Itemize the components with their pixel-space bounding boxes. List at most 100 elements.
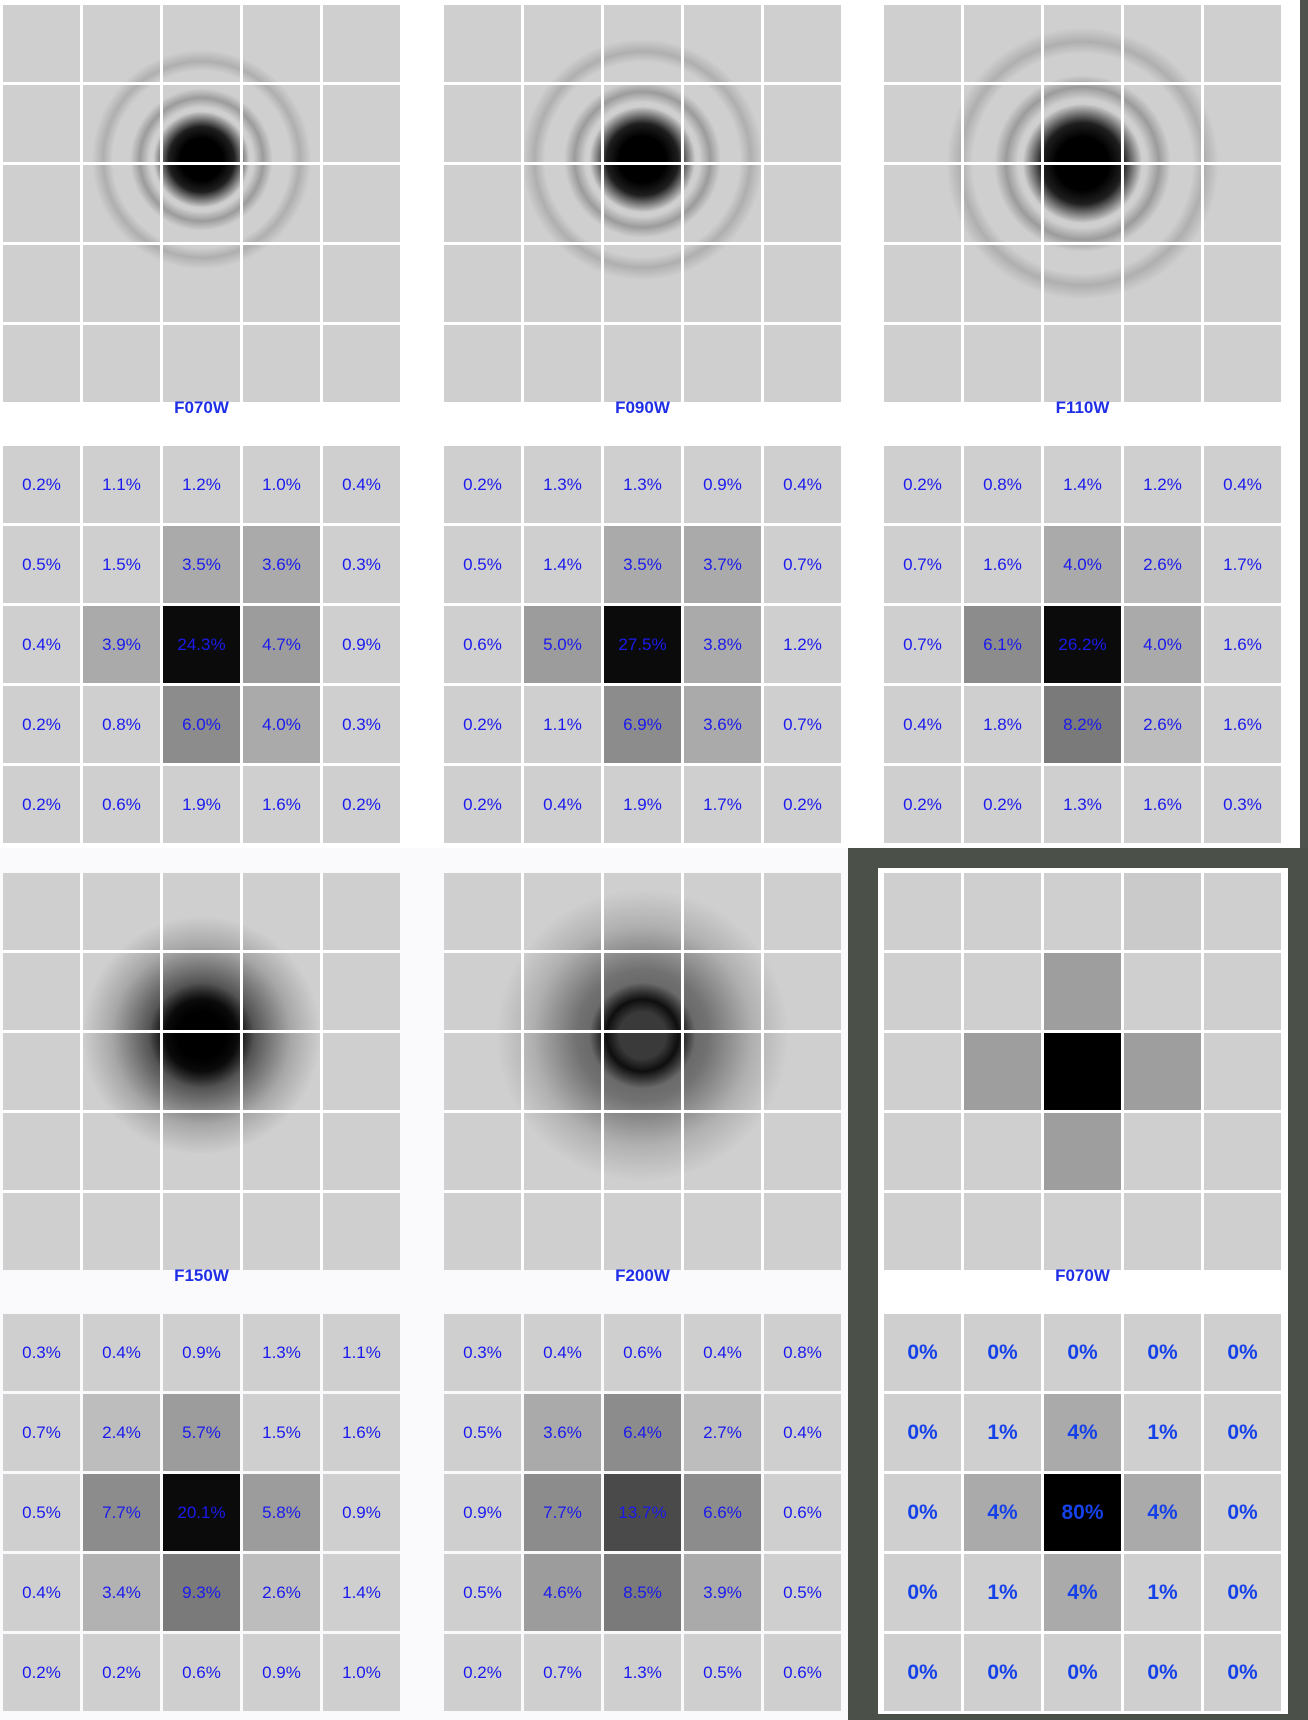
percentage-cell: 0.3%	[323, 526, 400, 603]
psf-pixel	[884, 873, 961, 950]
percentage-cell: 0.6%	[764, 1634, 841, 1711]
percentage-cell: 0.2%	[3, 446, 80, 523]
percentage-cell: 2.4%	[83, 1394, 160, 1471]
percentage-cell: 24.3%	[163, 606, 240, 683]
percentage-cell: 4%	[1044, 1554, 1121, 1631]
percentage-cell: 1.5%	[243, 1394, 320, 1471]
percentage-cell: 13.7%	[604, 1474, 681, 1551]
percentage-cell: 0%	[1124, 1314, 1201, 1391]
pixel-grid-lines	[444, 873, 841, 1270]
psf-pixel	[1044, 1193, 1121, 1270]
percentage-cell: 3.6%	[684, 686, 761, 763]
psf-image-grid	[3, 873, 400, 1270]
percentage-cell: 0.6%	[163, 1634, 240, 1711]
percentage-cell: 0.4%	[684, 1314, 761, 1391]
percentage-cell: 1.8%	[964, 686, 1041, 763]
filter-label: F200W	[615, 1266, 670, 1285]
percentage-cell: 0.2%	[884, 446, 961, 523]
percentage-cell: 1%	[964, 1394, 1041, 1471]
percentage-grid: 0.3% 0.4% 0.6% 0.4% 0.8% 0.5% 3.6% 6.4% 2.7% 0.4%…	[444, 1314, 841, 1711]
percentage-cell: 0.2%	[3, 1634, 80, 1711]
percentage-grid: 0.3% 0.4% 0.9% 1.3% 1.1% 0.7% 2.4% 5.7% 1.5% 1.6%…	[3, 1314, 400, 1711]
percentage-cell: 0%	[1044, 1314, 1121, 1391]
percentage-cell: 3.9%	[684, 1554, 761, 1631]
percentage-cell: 0.8%	[83, 686, 160, 763]
percentage-cell: 1.9%	[163, 766, 240, 843]
percentage-cell: 0.2%	[323, 766, 400, 843]
percentage-cell: 0%	[1204, 1474, 1281, 1551]
percentage-cell: 0.7%	[3, 1394, 80, 1471]
percentage-cell: 1.3%	[604, 446, 681, 523]
right-edge-border	[1300, 0, 1308, 848]
psf-pixel	[1204, 953, 1281, 1030]
percentage-cell: 0.4%	[884, 686, 961, 763]
percentage-cell: 2.6%	[1124, 526, 1201, 603]
percentage-cell: 0.9%	[684, 446, 761, 523]
percentage-cell: 0%	[1204, 1394, 1281, 1471]
percentage-cell: 3.8%	[684, 606, 761, 683]
psf-pixel	[1204, 1113, 1281, 1190]
percentage-cell: 0.8%	[964, 446, 1041, 523]
pixel-grid-lines	[3, 5, 400, 402]
percentage-cell: 0.3%	[444, 1314, 521, 1391]
percentage-cell: 2.7%	[684, 1394, 761, 1471]
percentage-cell: 0.2%	[444, 766, 521, 843]
percentage-cell: 1.0%	[243, 446, 320, 523]
percentage-cell: 26.2%	[1044, 606, 1121, 683]
percentage-cell: 0.7%	[884, 526, 961, 603]
percentage-cell: 1.4%	[1044, 446, 1121, 523]
psf-image-grid	[444, 873, 841, 1270]
percentage-cell: 6.6%	[684, 1474, 761, 1551]
percentage-cell: 0.9%	[323, 606, 400, 683]
percentage-cell: 0.2%	[884, 766, 961, 843]
percentage-cell: 4%	[1124, 1474, 1201, 1551]
filter-label: F070W	[1055, 1266, 1110, 1285]
percentage-cell: 4.0%	[243, 686, 320, 763]
psf-image-grid	[444, 5, 841, 402]
psf-image-grid	[3, 5, 400, 402]
percentage-cell: 1%	[964, 1554, 1041, 1631]
percentage-cell: 1.7%	[1204, 526, 1281, 603]
percentage-cell: 0.8%	[764, 1314, 841, 1391]
percentage-cell: 0.6%	[764, 1474, 841, 1551]
percentage-grid: 0.2% 1.1% 1.2% 1.0% 0.4% 0.5% 1.5% 3.5% 3.6% 0.3%…	[3, 446, 400, 843]
percentage-cell: 0.2%	[964, 766, 1041, 843]
percentage-cell: 8.2%	[1044, 686, 1121, 763]
percentage-cell: 1%	[1124, 1394, 1201, 1471]
percentage-cell: 1.1%	[524, 686, 601, 763]
percentage-cell: 1.9%	[604, 766, 681, 843]
percentage-cell: 5.7%	[163, 1394, 240, 1471]
percentage-cell: 0.2%	[444, 1634, 521, 1711]
psf-pixel	[884, 1033, 961, 1110]
psf-pixel	[1124, 873, 1201, 950]
percentage-cell: 1.4%	[323, 1554, 400, 1631]
percentage-cell: 0.5%	[444, 526, 521, 603]
psf-pixel	[1044, 873, 1121, 950]
percentage-cell: 0%	[1204, 1314, 1281, 1391]
percentage-cell: 0.9%	[444, 1474, 521, 1551]
percentage-cell: 7.7%	[83, 1474, 160, 1551]
psf-pixel	[964, 953, 1041, 1030]
percentage-cell: 0.6%	[444, 606, 521, 683]
percentage-cell: 0.7%	[764, 526, 841, 603]
percentage-cell: 4%	[964, 1474, 1041, 1551]
percentage-cell: 2.6%	[243, 1554, 320, 1631]
percentage-cell: 0.4%	[524, 766, 601, 843]
psf-pixel	[1124, 1033, 1201, 1110]
percentage-cell: 1.3%	[1044, 766, 1121, 843]
percentage-cell: 0.5%	[444, 1394, 521, 1471]
percentage-cell: 0.2%	[3, 766, 80, 843]
percentage-cell: 0.2%	[3, 686, 80, 763]
percentage-cell: 0%	[1124, 1634, 1201, 1711]
psf-pixel	[1044, 953, 1121, 1030]
percentage-cell: 0.2%	[444, 446, 521, 523]
percentage-cell: 1.2%	[764, 606, 841, 683]
percentage-cell: 1.2%	[1124, 446, 1201, 523]
percentage-cell: 0.3%	[3, 1314, 80, 1391]
percentage-cell: 0%	[884, 1474, 961, 1551]
psf-pixel	[884, 1113, 961, 1190]
filter-label: F110W	[1055, 398, 1110, 417]
percentage-cell: 1.6%	[1204, 606, 1281, 683]
pixel-grid-lines	[3, 873, 400, 1270]
percentage-cell: 0%	[964, 1634, 1041, 1711]
